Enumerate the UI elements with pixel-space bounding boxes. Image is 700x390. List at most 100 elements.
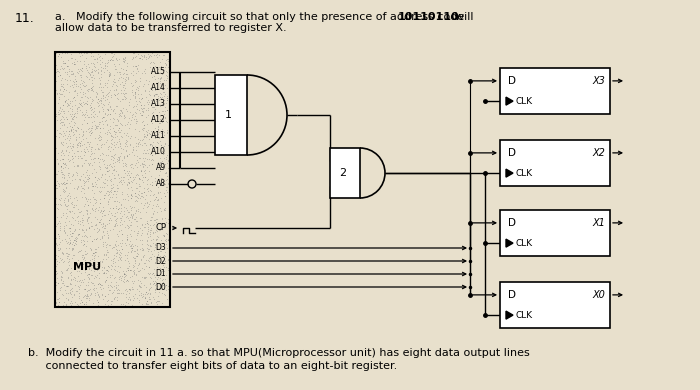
Point: [134, 175, 145, 181]
Point: [113, 125, 125, 131]
Point: [95, 71, 106, 77]
Point: [104, 207, 115, 214]
Point: [116, 179, 127, 185]
Point: [159, 111, 170, 117]
Point: [114, 249, 125, 255]
Point: [92, 175, 104, 181]
Point: [116, 213, 127, 219]
Point: [128, 269, 139, 275]
Point: [74, 294, 85, 301]
Point: [111, 55, 122, 61]
Point: [102, 234, 113, 241]
Point: [119, 55, 130, 62]
Point: [57, 291, 68, 297]
Point: [134, 75, 146, 82]
Point: [113, 144, 124, 150]
Point: [148, 266, 160, 272]
Point: [142, 257, 153, 263]
Point: [108, 116, 120, 122]
Point: [97, 121, 108, 128]
Point: [87, 156, 98, 163]
Point: [137, 291, 148, 297]
Point: [58, 299, 69, 305]
Point: [132, 191, 144, 197]
Point: [162, 184, 173, 191]
Point: [154, 168, 165, 174]
Point: [105, 163, 116, 169]
Point: [147, 99, 158, 106]
Point: [124, 109, 135, 115]
Point: [150, 193, 162, 200]
Point: [77, 219, 88, 225]
Point: [134, 215, 146, 221]
Point: [99, 192, 111, 199]
Point: [69, 242, 80, 248]
Point: [88, 257, 99, 263]
Point: [92, 234, 103, 241]
Point: [139, 224, 150, 230]
Point: [113, 156, 125, 162]
Point: [121, 71, 132, 77]
Point: [141, 298, 153, 305]
Point: [80, 243, 92, 249]
Point: [141, 238, 153, 245]
Point: [144, 255, 155, 261]
Point: [119, 59, 130, 66]
Point: [50, 235, 61, 241]
Point: [111, 66, 122, 73]
Point: [92, 297, 103, 303]
Point: [53, 241, 64, 247]
Point: [160, 60, 171, 67]
Point: [140, 134, 151, 140]
Point: [55, 131, 66, 137]
Point: [71, 260, 83, 266]
Point: [116, 181, 127, 187]
Point: [107, 181, 118, 188]
Point: [162, 92, 173, 99]
Point: [58, 212, 69, 218]
Point: [61, 283, 72, 289]
Point: [124, 214, 135, 220]
Point: [56, 90, 67, 97]
Point: [80, 195, 92, 201]
Point: [52, 168, 63, 174]
Point: [127, 91, 139, 98]
Point: [70, 168, 81, 175]
Point: [69, 252, 80, 259]
Point: [55, 71, 66, 78]
Point: [95, 282, 106, 289]
Point: [164, 135, 176, 141]
Point: [64, 236, 76, 243]
Point: [153, 298, 164, 304]
Point: [100, 97, 111, 103]
Point: [120, 294, 132, 300]
Point: [51, 127, 62, 133]
Point: [144, 151, 155, 158]
Point: [132, 136, 144, 142]
Point: [83, 76, 94, 83]
Point: [55, 116, 66, 122]
Point: [75, 183, 86, 190]
Point: [127, 273, 138, 280]
Point: [158, 181, 169, 187]
Point: [113, 113, 125, 119]
Point: [74, 221, 85, 227]
Point: [138, 224, 149, 230]
Point: [156, 75, 167, 81]
Point: [97, 204, 108, 210]
Point: [69, 119, 80, 125]
Point: [80, 65, 92, 71]
Point: [103, 107, 114, 113]
Point: [151, 86, 162, 92]
Point: [153, 159, 164, 165]
Point: [142, 221, 153, 227]
Point: [66, 265, 77, 271]
Text: D2: D2: [155, 257, 166, 266]
Point: [144, 258, 155, 264]
Point: [144, 274, 155, 280]
Point: [52, 91, 63, 98]
Point: [158, 232, 169, 238]
Point: [55, 164, 66, 170]
Point: [133, 181, 144, 187]
Point: [82, 185, 93, 191]
